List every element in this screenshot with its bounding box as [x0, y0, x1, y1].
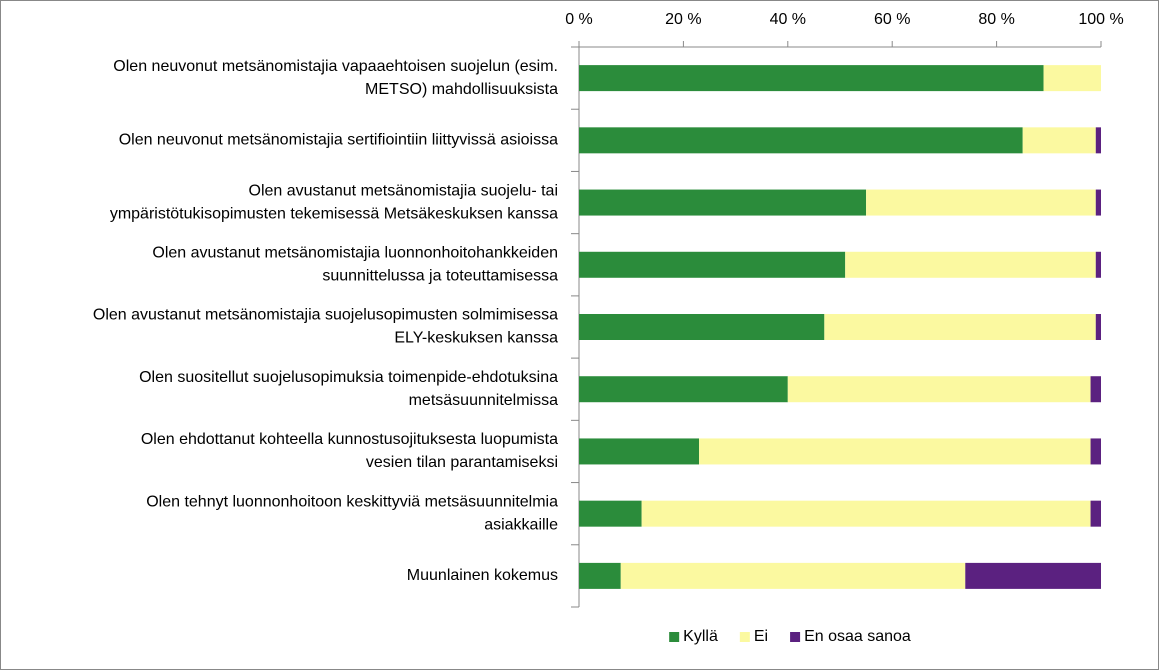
category-label: Olen suositellut suojelusopimuksia toime…	[139, 369, 558, 386]
legend-swatch	[669, 632, 680, 642]
bar-segment	[579, 376, 788, 403]
bar-segment	[965, 562, 1101, 589]
category-label: suunnittelussa ja toteuttamisessa	[322, 267, 558, 284]
category-label: Olen ehdottanut kohteella kunnostusojitu…	[141, 431, 558, 448]
x-tick-label: 0 %	[565, 11, 593, 28]
bar-segment	[866, 189, 1096, 216]
category-label: Olen avustanut metsänomistajia suojelu- …	[249, 182, 559, 199]
category-label: METSO) mahdollisuuksista	[365, 81, 558, 98]
category-label: metsäsuunnitelmissa	[409, 392, 559, 409]
bar-segment	[1090, 438, 1101, 465]
bar-segment	[579, 500, 642, 527]
legend-label: En osaa sanoa	[804, 628, 911, 645]
bar-segment	[579, 562, 621, 589]
x-tick-label: 100 %	[1078, 11, 1123, 28]
bar-segment	[1095, 251, 1101, 278]
bar-segment	[620, 562, 966, 589]
bar-segment	[1095, 189, 1101, 216]
legend-swatch	[739, 632, 750, 642]
category-label: vesien tilan parantamiseksi	[366, 454, 558, 471]
category-label: Muunlainen kokemus	[407, 567, 558, 584]
x-tick-label: 40 %	[770, 11, 806, 28]
bar-segment	[1095, 127, 1101, 154]
bar-segment	[1022, 127, 1096, 154]
x-tick-label: 60 %	[874, 11, 910, 28]
category-label: ELY-keskuksen kanssa	[394, 330, 558, 347]
bar-segment	[699, 438, 1091, 465]
category-label: Olen avustanut metsänomistajia suojeluso…	[93, 307, 558, 324]
legend-label: Ei	[754, 628, 768, 645]
category-label: ympäristötukisopimusten tekemisessä Mets…	[110, 205, 558, 222]
category-label: asiakkaille	[484, 516, 558, 533]
bar-segment	[579, 127, 1023, 154]
bar-segment	[641, 500, 1091, 527]
bar-segment	[579, 189, 867, 216]
category-label: Olen tehnyt luonnonhoitoon keskittyviä m…	[146, 493, 558, 510]
x-tick-label: 80 %	[978, 11, 1014, 28]
bar-segment	[1090, 376, 1101, 403]
bar-segment	[824, 314, 1096, 340]
bar-segment	[579, 314, 825, 340]
x-tick-label: 20 %	[665, 11, 701, 28]
category-label: Olen neuvonut metsänomistajia sertifioin…	[119, 132, 558, 149]
bar-segment	[845, 251, 1096, 278]
bar-segment	[787, 376, 1091, 403]
legend-swatch	[790, 632, 801, 642]
bar-segment	[1095, 314, 1101, 340]
category-label: Olen neuvonut metsänomistajia vapaaehtoi…	[113, 58, 558, 75]
bar-segment	[579, 65, 1044, 92]
bar-segment	[1043, 65, 1101, 92]
category-label: Olen avustanut metsänomistajia luonnonho…	[152, 244, 558, 261]
bar-segment	[579, 251, 846, 278]
legend-label: Kyllä	[683, 628, 718, 645]
bar-segment	[579, 438, 700, 465]
bar-segment	[1090, 500, 1101, 527]
